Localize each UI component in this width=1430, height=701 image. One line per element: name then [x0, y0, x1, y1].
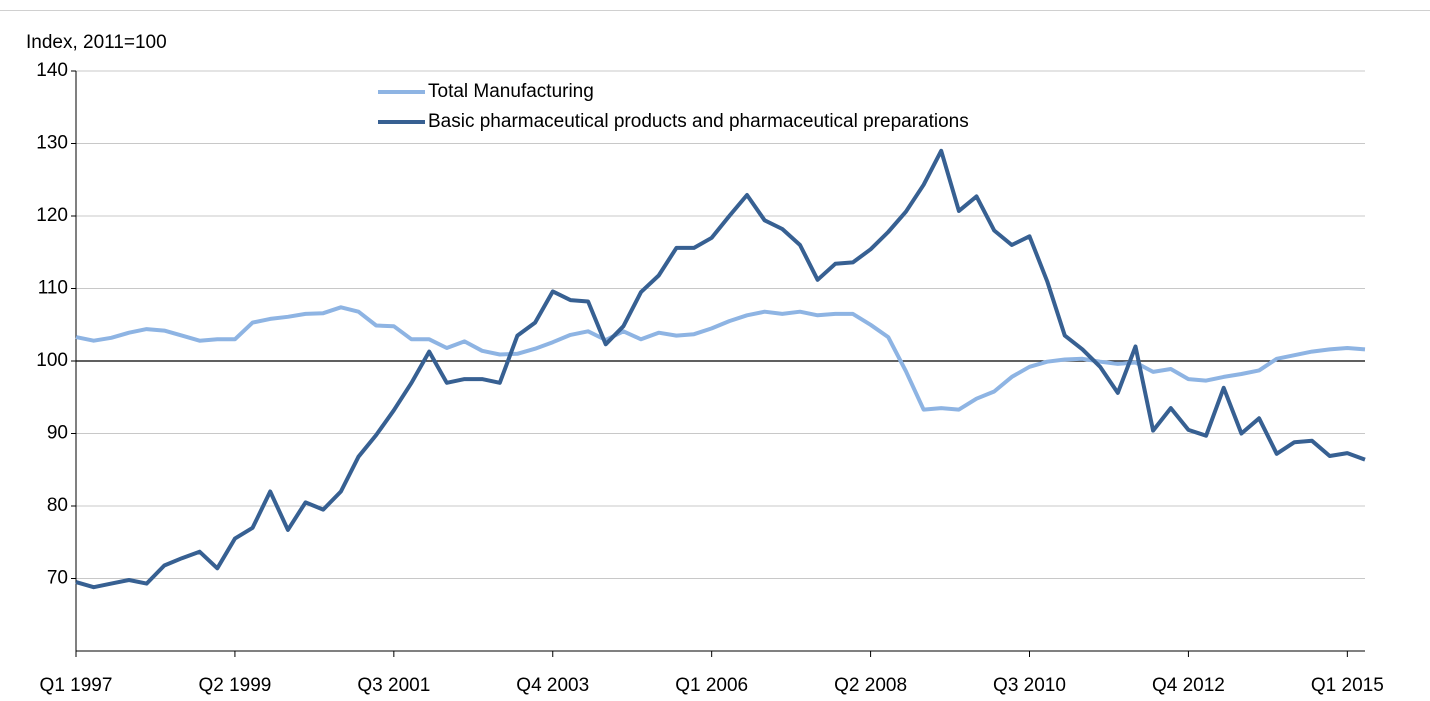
x-tick-label: Q1 1997: [40, 675, 113, 696]
y-tick-label: 130: [36, 133, 68, 154]
x-tick-label: Q3 2001: [357, 675, 430, 696]
x-tick-label: Q4 2003: [516, 675, 589, 696]
series-line: [75, 148, 1366, 590]
x-tick-label: Q3 2010: [993, 675, 1066, 696]
legend-label: Basic pharmaceutical products and pharma…: [428, 111, 969, 132]
x-tick-label: Q2 1999: [198, 675, 271, 696]
y-axis-label: Index, 2011=100: [26, 32, 167, 53]
x-tick-label: Q2 2008: [834, 675, 907, 696]
series-line: [75, 305, 1366, 412]
legend-label: Total Manufacturing: [428, 81, 594, 102]
y-tick-label: 120: [36, 205, 68, 226]
x-tick-label: Q1 2015: [1311, 675, 1384, 696]
y-tick-label: 140: [36, 60, 68, 81]
y-tick-label: 70: [47, 568, 68, 589]
x-tick-label: Q4 2012: [1152, 675, 1225, 696]
y-tick-label: 110: [38, 278, 68, 299]
y-tick-label: 90: [47, 423, 68, 444]
y-tick-label: 100: [36, 350, 68, 371]
x-tick-label: Q1 2006: [675, 675, 748, 696]
y-tick-label: 80: [47, 495, 68, 516]
